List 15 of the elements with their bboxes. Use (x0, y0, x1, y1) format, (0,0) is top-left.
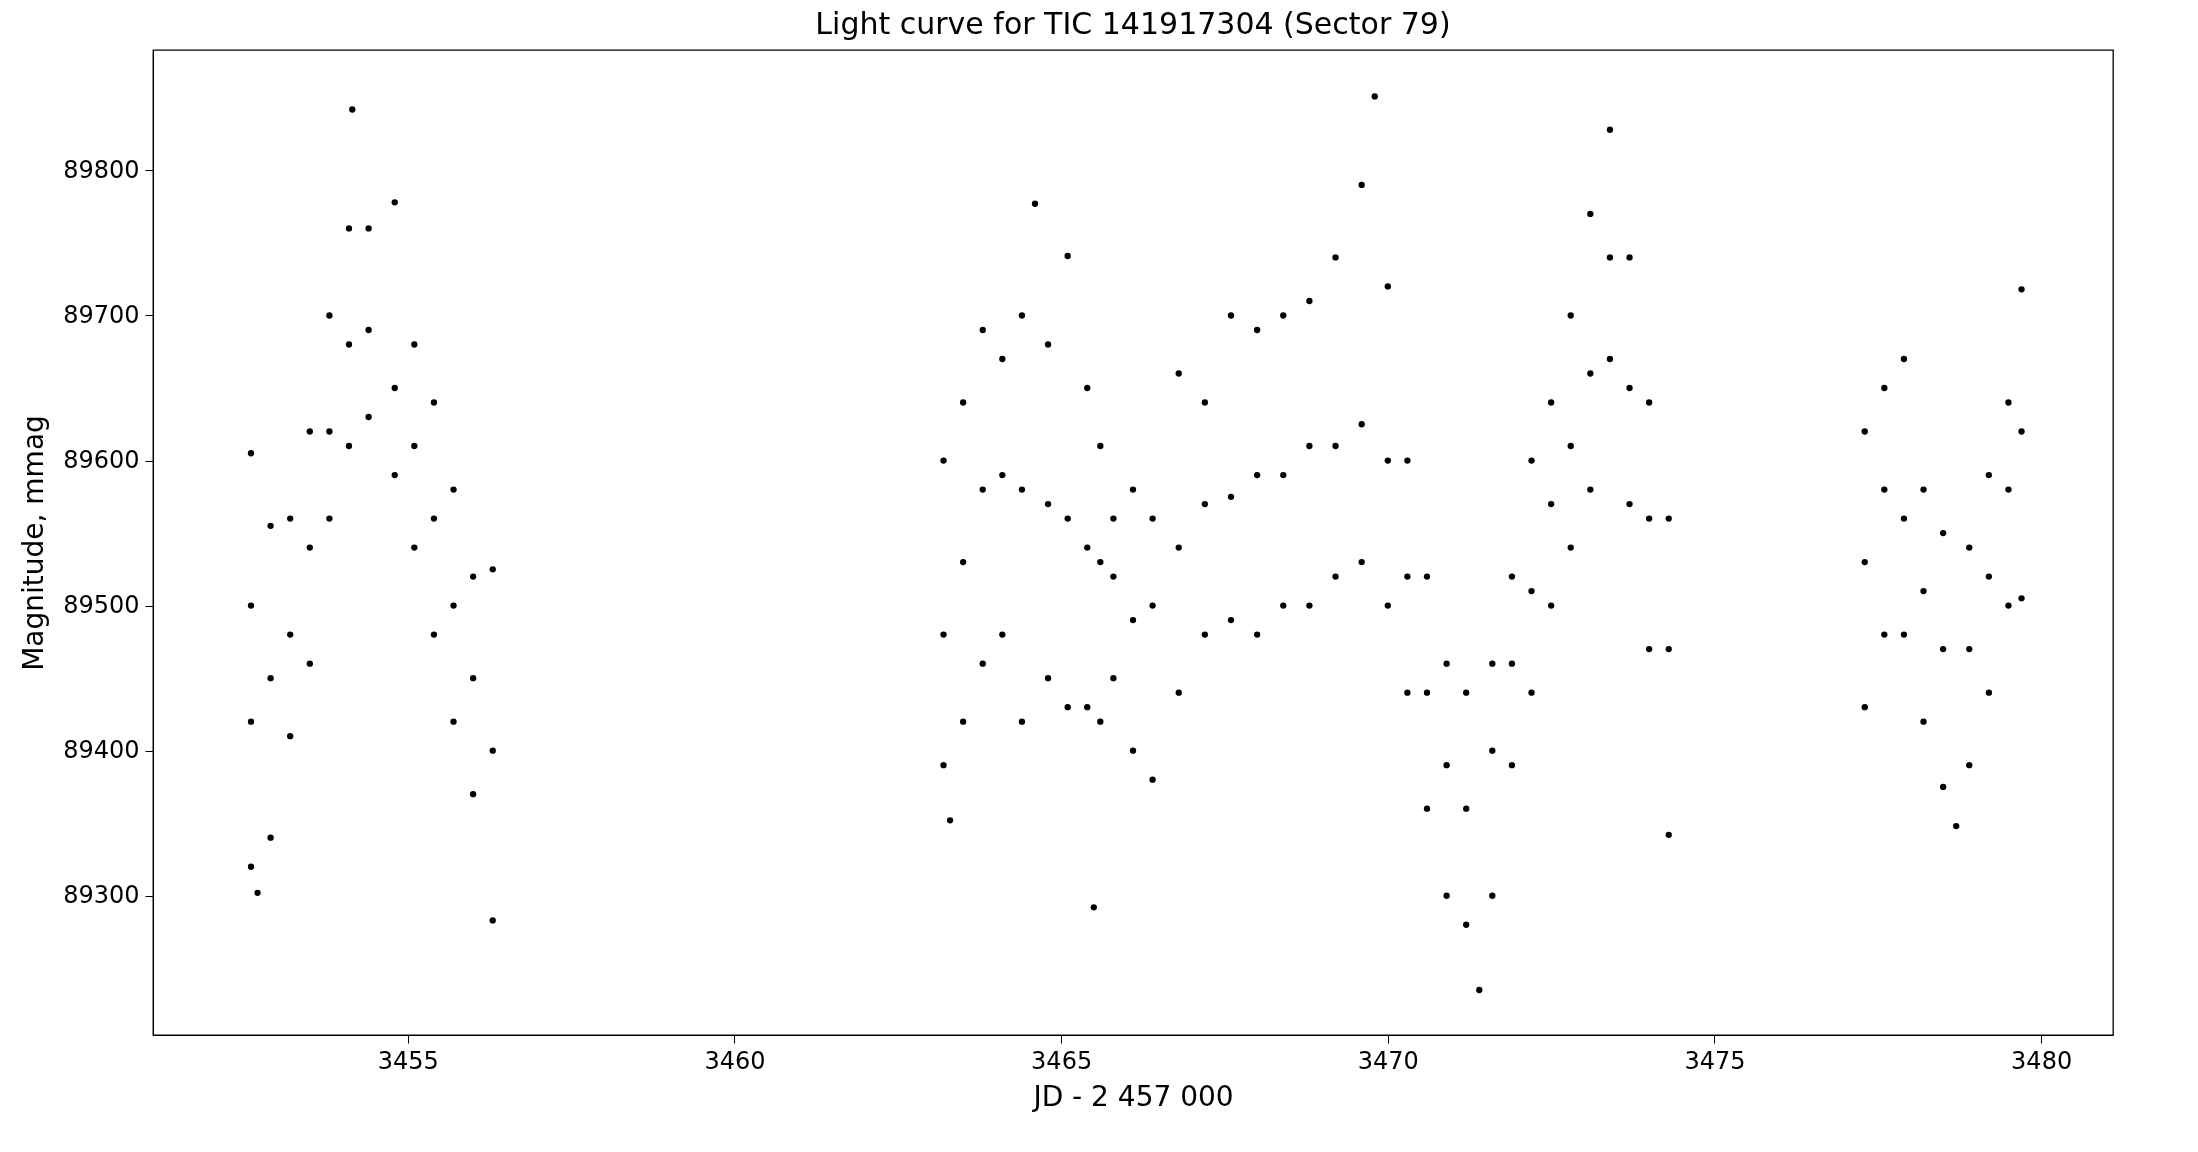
y-tick-label: 89700 (63, 300, 140, 329)
x-tick-label: 3460 (704, 1046, 766, 1075)
x-tick-label: 3480 (2011, 1046, 2073, 1075)
y-tick-label: 89500 (63, 591, 140, 620)
chart-title: Light curve for TIC 141917304 (Sector 79) (815, 6, 1451, 41)
x-axis-title: JD - 2 457 000 (1031, 1079, 1234, 1113)
y-tick-label: 89300 (63, 881, 140, 910)
x-tick-label: 3470 (1357, 1046, 1419, 1075)
y-axis-title: Magnitude, mmag (17, 415, 51, 671)
x-tick-label: 3465 (1031, 1046, 1093, 1075)
y-tick-label: 89600 (63, 446, 140, 475)
x-tick-label: 3455 (377, 1046, 439, 1075)
y-tick-label: 89400 (63, 736, 140, 765)
y-tick-label: 89800 (63, 155, 140, 184)
x-tick-label: 3475 (1684, 1046, 1746, 1075)
